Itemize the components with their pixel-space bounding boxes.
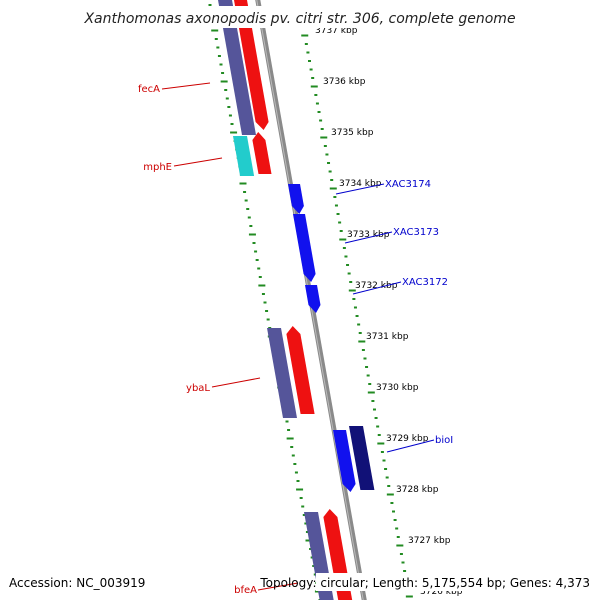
title-background (60, 6, 540, 28)
accession-text: Accession: NC_003919 (9, 576, 145, 590)
kbp-label: 3736 kbp (323, 77, 366, 87)
gene-label-leader (161, 82, 211, 90)
gene-label-leader (257, 582, 299, 591)
gene-label-reverse: XAC3172 (402, 277, 448, 288)
kbp-label: 3733 kbp (347, 230, 390, 240)
cds-bioI-navy (349, 426, 375, 490)
cds-XAC3173 (293, 214, 316, 282)
cds-XAC3174 (288, 184, 304, 214)
kbp-label: 3728 kbp (396, 485, 439, 495)
gene-label-leader (335, 183, 385, 195)
cds-fecA-red (234, 0, 269, 130)
gene-label-leader (386, 439, 435, 453)
kbp-label: 3734 kbp (339, 179, 382, 189)
kbp-label: 3727 kbp (408, 536, 451, 546)
gene-label-leader (211, 377, 261, 388)
map-title: Xanthomonas axonopodis pv. citri str. 30… (83, 11, 515, 27)
cds-fecA-slate (218, 0, 256, 135)
forward-gene-labels: fecA mphE ybaL bfeA (138, 82, 299, 596)
reverse-gene-labels: XAC3174 XAC3173 XAC3172 bioI (335, 179, 453, 453)
kbp-label: 3737 kbp (315, 26, 358, 36)
kbp-label: 3735 kbp (331, 128, 374, 138)
gene-label-leader (344, 231, 393, 244)
footer-background-left (4, 573, 154, 591)
gene-label-forward: mphE (143, 162, 172, 173)
kbp-label: 3729 kbp (386, 434, 429, 444)
kbp-label: 3730 kbp (376, 383, 419, 393)
footer-background-right (316, 573, 594, 591)
kbp-label: 3726 kbp (420, 587, 463, 597)
gene-label-forward: fecA (138, 84, 160, 95)
cds-ybaL-red (286, 326, 315, 414)
cds-XAC3172 (305, 285, 321, 313)
gene-label-forward: ybaL (186, 383, 210, 394)
gene-label-reverse: XAC3174 (385, 179, 431, 190)
gene-features (218, 0, 375, 600)
cds-bioI-blue (333, 430, 356, 492)
gene-label-reverse: XAC3173 (393, 227, 439, 238)
cds-ybaL-slate (267, 328, 297, 418)
kbp-label: 3731 kbp (366, 332, 409, 342)
genome-summary-text: Topology: circular; Length: 5,175,554 bp… (259, 576, 590, 590)
kbp-label: 3732 kbp (355, 281, 398, 291)
gene-label-forward: bfeA (234, 585, 257, 596)
gene-label-leader (352, 281, 402, 295)
outer-tick-ring (208, 4, 322, 600)
gene-label-reverse: bioI (435, 435, 453, 446)
cds-mphE-red (252, 132, 272, 174)
cds-mphE-cyan (233, 136, 255, 176)
gene-label-leader (173, 157, 223, 167)
kbp-tick-labels: 3737 kbp 3736 kbp 3735 kbp 3734 kbp 3733 kbp… (315, 26, 463, 597)
